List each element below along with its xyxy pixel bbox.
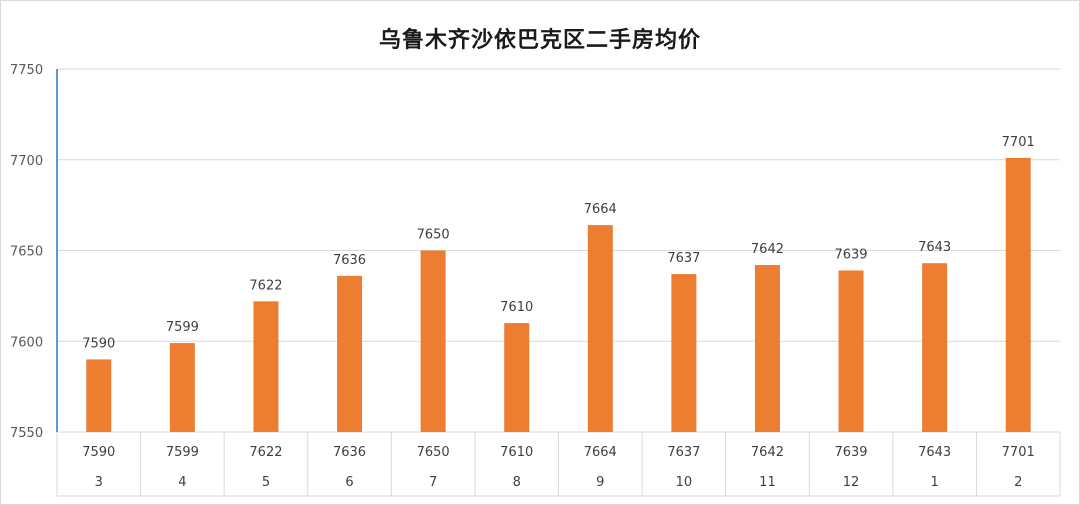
- table-category-cell: 6: [345, 475, 353, 490]
- table-value-cell: 7650: [417, 445, 450, 460]
- table-category-cell: 7: [429, 475, 437, 490]
- data-label: 7642: [751, 242, 784, 257]
- data-label: 7636: [333, 253, 366, 268]
- table-category-cell: 8: [513, 475, 521, 490]
- y-tick-label: 7550: [10, 426, 43, 441]
- table-value-cell: 7639: [834, 445, 867, 460]
- bar: [504, 323, 530, 432]
- y-tick-label: 7650: [10, 245, 43, 260]
- table-category-cell: 2: [1014, 475, 1022, 490]
- table-value-cell: 7636: [333, 445, 366, 460]
- table-category-cell: 10: [676, 475, 693, 490]
- table-value-cell: 7643: [918, 445, 951, 460]
- data-label: 7610: [500, 300, 533, 315]
- data-labels: 7590 7599 7622 7636 7650 7610 7664 7637 7642 7639…: [82, 135, 1035, 351]
- data-label: 7590: [82, 336, 115, 351]
- bar: [169, 343, 195, 432]
- table-category-cell: 9: [596, 475, 604, 490]
- data-label: 7664: [584, 202, 617, 217]
- y-tick-label: 7600: [10, 335, 43, 350]
- table-category-cell: 12: [843, 475, 860, 490]
- y-tick-label: 7750: [10, 63, 43, 78]
- data-label: 7599: [166, 320, 199, 335]
- bar: [86, 359, 112, 432]
- data-label: 7622: [249, 278, 282, 293]
- data-label: 7650: [417, 228, 450, 243]
- bar: [671, 274, 697, 432]
- bar: [420, 250, 446, 432]
- y-axis-ticks: 7550 7600 7650 7700 7750: [10, 63, 43, 441]
- data-label: 7643: [918, 240, 951, 255]
- table-category-cell: 5: [262, 475, 270, 490]
- bar: [838, 270, 864, 432]
- data-table: 7590 3 7599 4 7622 5 7636 6 7650 7 7610 8 7664 9 7637 1…: [56, 432, 1061, 497]
- bar: [1005, 157, 1031, 432]
- table-category-cell: 11: [759, 475, 776, 490]
- table-value-cell: 7622: [249, 445, 282, 460]
- table-category-cell: 3: [95, 475, 103, 490]
- table-value-cell: 7590: [82, 445, 115, 460]
- table-value-cell: 7642: [751, 445, 784, 460]
- y-tick-label: 7700: [10, 154, 43, 169]
- bar: [922, 263, 948, 432]
- table-value-cell: 7701: [1002, 445, 1035, 460]
- gridlines: [57, 68, 1060, 433]
- table-value-cell: 7637: [667, 445, 700, 460]
- data-label: 7637: [667, 251, 700, 266]
- table-value-cell: 7599: [166, 445, 199, 460]
- table-value-cell: 7610: [500, 445, 533, 460]
- bar: [587, 225, 613, 432]
- chart-title: 乌鲁木齐沙依巴克区二手房均价: [378, 28, 701, 53]
- bar: [337, 275, 363, 432]
- table-value-cell: 7664: [584, 445, 617, 460]
- data-label: 7701: [1002, 135, 1035, 150]
- table-category-cell: 1: [930, 475, 938, 490]
- bar: [253, 301, 279, 432]
- table-category-cell: 4: [178, 475, 186, 490]
- bar: [754, 265, 780, 432]
- data-label: 7639: [834, 247, 867, 262]
- bars: [86, 157, 1031, 432]
